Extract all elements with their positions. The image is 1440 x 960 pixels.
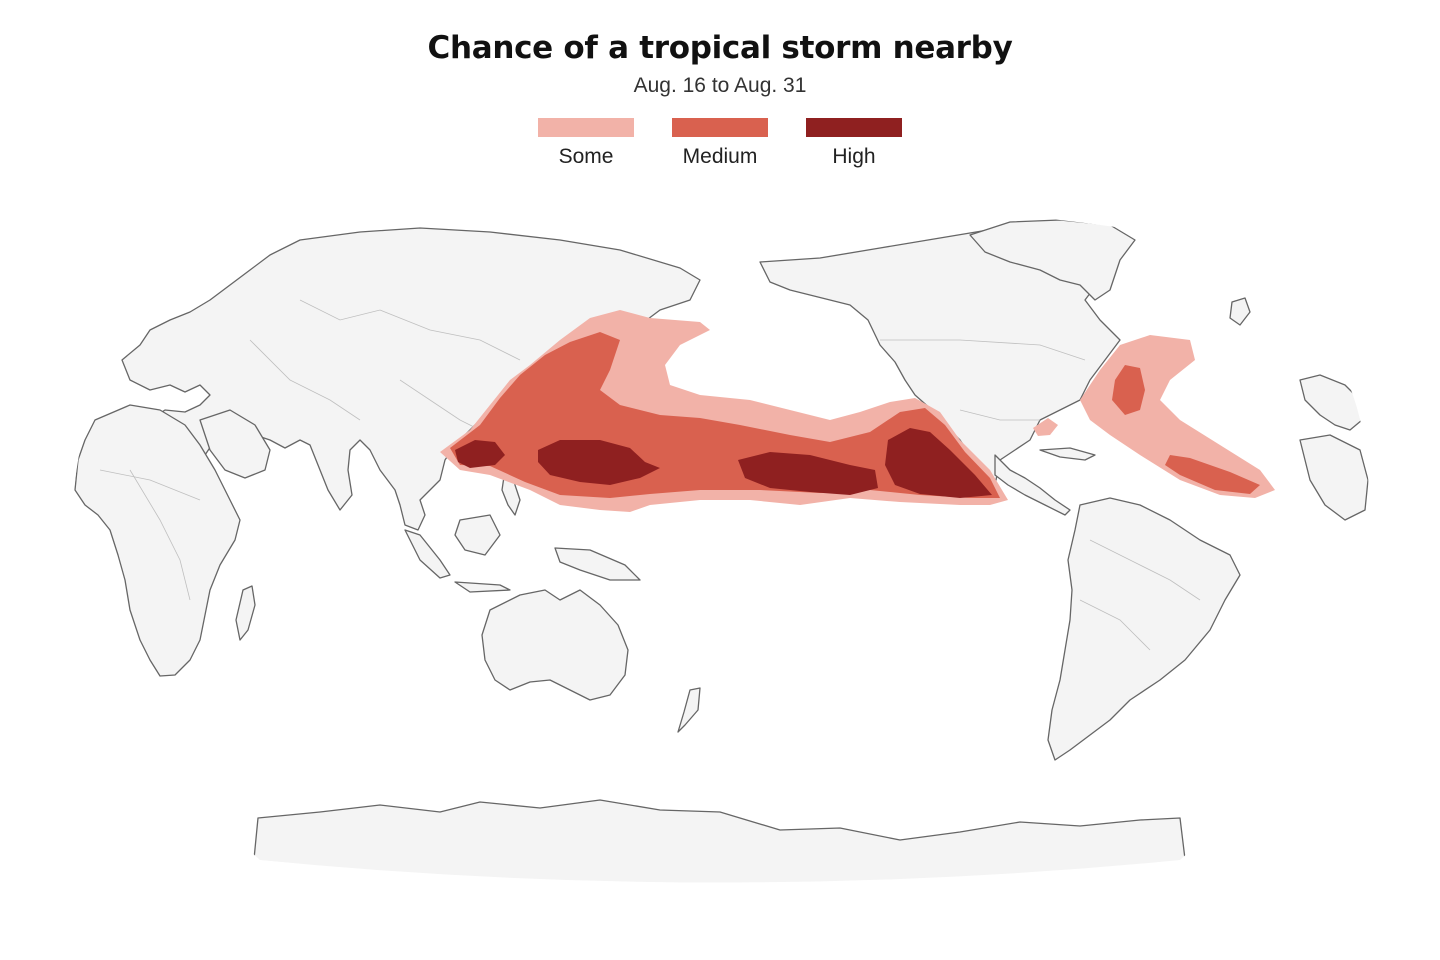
map-subtitle: Aug. 16 to Aug. 31	[633, 74, 807, 97]
legend-label-high: High	[832, 145, 876, 168]
storm-zone-high-south-china-sea	[455, 440, 505, 468]
storm-zone-some-gulf	[1033, 418, 1058, 436]
borneo-island	[454, 514, 501, 556]
new-guinea-island	[554, 547, 641, 581]
storm-zone-high-west-pacific	[538, 440, 660, 485]
storm-zone-high-central-pacific	[738, 452, 878, 495]
legend: Some Medium High	[0, 118, 1440, 169]
country-borders	[99, 299, 1201, 651]
legend-label-some: Some	[558, 145, 614, 168]
java-island	[454, 581, 511, 593]
legend-swatch-high	[806, 118, 902, 137]
africa-landmass	[74, 404, 241, 677]
legend-label-medium: Medium	[682, 145, 758, 168]
chart-header: Chance of a tropical storm nearby Aug. 1…	[0, 30, 1440, 98]
legend-swatch-medium	[672, 118, 768, 137]
legend-item-medium: Medium	[672, 118, 768, 169]
madagascar-island	[235, 585, 256, 641]
uk-island	[1229, 297, 1251, 326]
australia-landmass	[481, 589, 629, 701]
new-zealand-islands	[677, 687, 701, 733]
west-africa-edge	[1299, 434, 1369, 521]
arabia-landmass	[199, 409, 271, 479]
sumatra-island	[404, 529, 451, 579]
south-america-landmass	[1047, 497, 1241, 761]
central-america-landmass	[994, 454, 1071, 516]
storm-zone-high	[455, 428, 992, 498]
antarctica-landmass	[249, 799, 1191, 883]
iberia-landmass	[1299, 374, 1363, 431]
storm-zone-medium-atlantic-north	[1112, 365, 1145, 415]
map-title: Chance of a tropical storm nearby	[427, 30, 1013, 66]
legend-item-some: Some	[538, 118, 634, 169]
storm-zone-high-east-pacific	[885, 428, 992, 498]
legend-item-high: High	[806, 118, 902, 169]
cuba-island	[1039, 447, 1096, 461]
legend-swatch-some	[538, 118, 634, 137]
storm-zone-medium-atlantic-east	[1165, 455, 1260, 494]
